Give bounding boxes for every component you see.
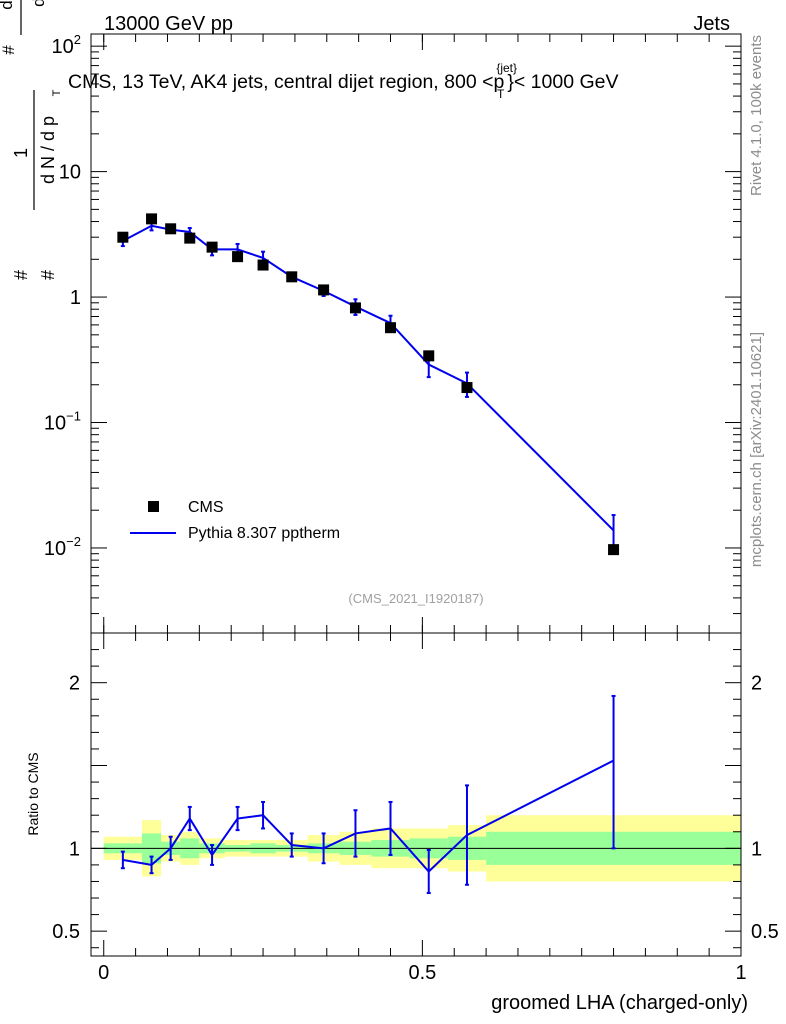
cms-points <box>117 213 620 556</box>
ratio-line <box>122 759 615 873</box>
cms-point <box>423 350 435 362</box>
main-ytick-label: 10 <box>59 162 81 184</box>
ratio-ytick-label-right: 2 <box>751 673 762 695</box>
cms-point <box>461 382 473 394</box>
mcplots-label: mcplots.cern.ch [arXiv:2401.10621] <box>748 332 765 567</box>
ratio-xlabel: groomed LHA (charged-only) <box>491 992 748 1014</box>
legend: CMS Pythia 8.307 pptherm <box>130 499 340 542</box>
cms-point <box>184 232 196 244</box>
cms-point <box>206 241 218 253</box>
ratio-ylabel: Ratio to CMS <box>25 752 41 835</box>
cms-point <box>117 231 129 243</box>
ratio-error-bars <box>120 694 616 895</box>
svg-text:#: # <box>38 270 58 280</box>
ratio-ytick-label: 2 <box>69 673 80 695</box>
ratio-ticks <box>91 633 742 956</box>
ratio-ytick-label: 0.5 <box>52 921 80 943</box>
main-ytick-label: 10−1 <box>44 409 81 435</box>
svg-text:T: T <box>51 89 63 96</box>
plot-title: CMS, 13 TeV, AK4 jets, central dijet reg… <box>68 61 619 101</box>
main-ticks <box>91 34 742 633</box>
main-ytick-label-exp: 2 <box>74 32 81 47</box>
cms-point <box>257 259 269 271</box>
ratio-ytick-label-right: 0.5 <box>751 921 779 943</box>
svg-text:d p: d p <box>29 0 48 7</box>
cms-point <box>165 223 177 235</box>
plot-title-sup: {jet} <box>496 61 517 75</box>
main-ytick-label-base: 10 <box>52 36 74 58</box>
ratio-ytick-label: 1 <box>69 838 80 860</box>
legend-cms-marker <box>148 501 159 512</box>
process-label: Jets <box>693 13 730 35</box>
main-ylabel: 1 d N / d p T # # # d 2 N d p T d λ <box>0 0 63 280</box>
ratio-frame <box>90 632 742 957</box>
plot-title-sub: T <box>497 87 505 101</box>
cms-point <box>318 284 330 296</box>
cms-point <box>385 322 397 334</box>
main-ytick-label: 102 <box>52 32 81 58</box>
ratio-ytick-label-right: 1 <box>751 838 762 860</box>
legend-cms-label: CMS <box>188 499 224 516</box>
svg-text:d N / d p: d N / d p <box>38 116 58 184</box>
svg-text:#: # <box>11 270 31 280</box>
main-ytick-label-exp: −1 <box>66 409 81 424</box>
legend-pythia-label: Pythia 8.307 pptherm <box>188 525 340 542</box>
svg-text:#: # <box>0 45 18 55</box>
main-ytick-label-exp: −2 <box>66 534 81 549</box>
plot-title-main: CMS, 13 TeV, AK4 jets, central dijet reg… <box>68 71 504 93</box>
pythia-line <box>122 224 615 532</box>
cms-point <box>349 302 361 314</box>
svg-text:d: d <box>0 0 16 9</box>
main-ytick-label: 10−2 <box>44 534 81 560</box>
ratio-tick-labels: 0.5 0.51 12 20 0.5 1 <box>52 673 779 984</box>
analysis-id: (CMS_2021_I1920187) <box>348 591 483 606</box>
ratio-xtick-label: 1 <box>735 962 746 984</box>
cms-point <box>286 271 298 283</box>
rivet-label: Rivet 4.1.0, 100k events <box>748 35 765 196</box>
ratio-xtick-label: 0.5 <box>408 962 436 984</box>
ratio-panel: 0.5 0.51 12 20 0.5 1 Ratio to CMS groomed LHA… <box>25 632 779 1014</box>
main-ytick-label-base: 10 <box>44 413 66 435</box>
svg-text:1: 1 <box>11 148 31 158</box>
main-frame <box>90 33 742 634</box>
cms-point <box>232 251 244 263</box>
cms-point <box>146 213 158 225</box>
main-ytick-label-base: 10 <box>44 538 66 560</box>
main-ytick-label: 1 <box>70 287 81 309</box>
ratio-xtick-label: 0 <box>98 962 109 984</box>
cms-point <box>608 544 620 556</box>
plot-title-end: }< 1000 GeV <box>507 71 618 93</box>
energy-label: 13000 GeV pp <box>104 13 233 35</box>
